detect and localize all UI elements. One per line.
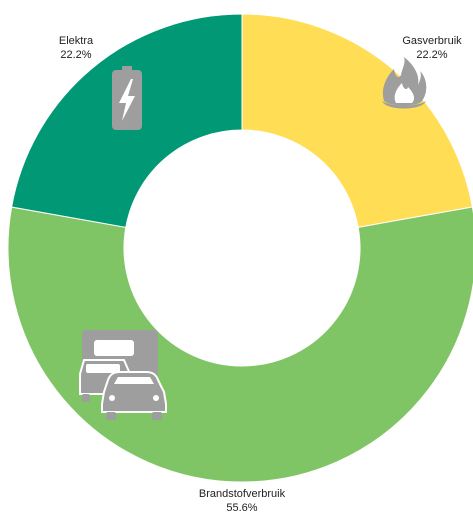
slice-value-gasverbruik: 22.2%: [416, 49, 447, 61]
flame-icon: [382, 57, 427, 109]
slice-label-gasverbruik: Gasverbruik: [402, 35, 462, 47]
slice-gasverbruik[interactable]: [241, 13, 473, 228]
slice-brandstofverbruik[interactable]: [7, 206, 473, 483]
icons-layer: [79, 57, 427, 420]
slice-value-brandstofverbruik: 55.6%: [226, 502, 257, 514]
vehicles-icon: [79, 330, 167, 420]
slice-label-elektra: Elektra: [59, 35, 94, 47]
slice-label-brandstofverbruik: Brandstofverbruik: [199, 488, 286, 500]
battery-icon: [112, 66, 142, 130]
labels-layer: Gasverbruik 22.2% Brandstofverbruik 55.6% El…: [59, 35, 462, 514]
slice-value-elektra: 22.2%: [60, 49, 91, 61]
